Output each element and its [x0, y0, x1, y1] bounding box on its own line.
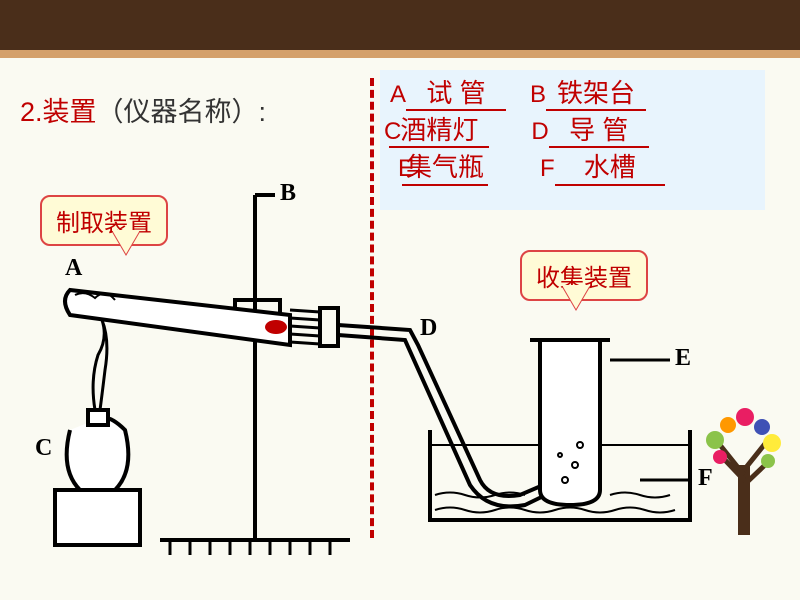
answer-D: D 导 管 — [531, 115, 648, 148]
fill-A: 试 管 — [406, 78, 506, 111]
fill-D: 导 管 — [549, 115, 649, 148]
title-number: 2. — [20, 97, 43, 127]
letter-A: A — [390, 81, 406, 109]
title-label: （仪器名称）: — [97, 97, 267, 127]
title-text: 装置 — [43, 97, 97, 127]
answer-A: A 试 管 — [390, 78, 506, 111]
label-C: C — [35, 435, 52, 462]
top-band — [0, 0, 800, 50]
label-B: B — [280, 180, 296, 207]
answer-row-2: C 酒精灯 D 导 管 — [390, 115, 755, 148]
letter-B: B — [530, 81, 546, 109]
label-D: D — [420, 315, 437, 342]
section-title: 2.装置（仪器名称）: — [20, 90, 266, 129]
answer-row-1: A 试 管 B 铁架台 — [390, 78, 755, 111]
diagram-svg — [10, 160, 710, 560]
label-A: A — [65, 255, 82, 282]
answer-B: B 铁架台 — [530, 78, 646, 111]
red-dot-marker — [265, 320, 287, 334]
answer-C: C 酒精灯 — [390, 115, 489, 148]
fill-B: 铁架台 — [546, 78, 646, 111]
fill-C: 酒精灯 — [389, 115, 489, 148]
decorative-tree-icon — [690, 385, 800, 535]
label-E: E — [675, 345, 691, 372]
letter-C: C — [384, 118, 401, 146]
letter-D: D — [531, 118, 548, 146]
apparatus-diagram: A B C D E F — [10, 160, 710, 560]
